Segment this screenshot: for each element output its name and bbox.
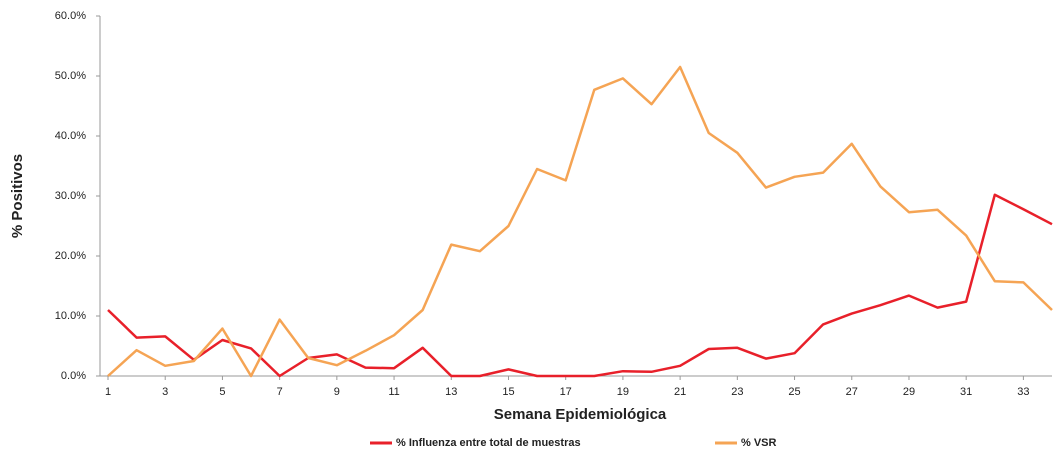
y-axis-title: % Positivos bbox=[9, 154, 26, 238]
x-tick-label: 33 bbox=[1017, 386, 1029, 398]
x-axis-title: Semana Epidemiológica bbox=[494, 406, 667, 423]
x-tick-label: 1 bbox=[105, 386, 111, 398]
x-tick-label: 29 bbox=[903, 386, 915, 398]
x-tick-label: 3 bbox=[162, 386, 168, 398]
y-tick-label: 20.0% bbox=[55, 250, 86, 262]
legend-label: % Influenza entre total de muestras bbox=[396, 437, 581, 449]
x-tick-label: 17 bbox=[560, 386, 572, 398]
x-tick-label: 19 bbox=[617, 386, 629, 398]
series-line bbox=[107, 193, 1053, 378]
x-tick-label: 13 bbox=[445, 386, 457, 398]
x-tick-label: 25 bbox=[788, 386, 800, 398]
y-tick-label: 60.0% bbox=[55, 10, 86, 22]
x-tick-label: 15 bbox=[502, 386, 514, 398]
x-tick-label: 31 bbox=[960, 386, 972, 398]
x-tick-label: 23 bbox=[731, 386, 743, 398]
x-tick-label: 5 bbox=[219, 386, 225, 398]
series-line bbox=[107, 65, 1053, 378]
y-tick-label: 0.0% bbox=[61, 370, 86, 382]
x-tick-label: 9 bbox=[334, 386, 340, 398]
x-tick-label: 21 bbox=[674, 386, 686, 398]
y-tick-label: 50.0% bbox=[55, 70, 86, 82]
x-tick-label: 7 bbox=[277, 386, 283, 398]
y-tick-label: 40.0% bbox=[55, 130, 86, 142]
y-tick-label: 10.0% bbox=[55, 310, 86, 322]
legend-label: % VSR bbox=[741, 437, 777, 449]
x-tick-label: 27 bbox=[846, 386, 858, 398]
y-tick-label: 30.0% bbox=[55, 190, 86, 202]
x-tick-label: 11 bbox=[388, 386, 399, 398]
